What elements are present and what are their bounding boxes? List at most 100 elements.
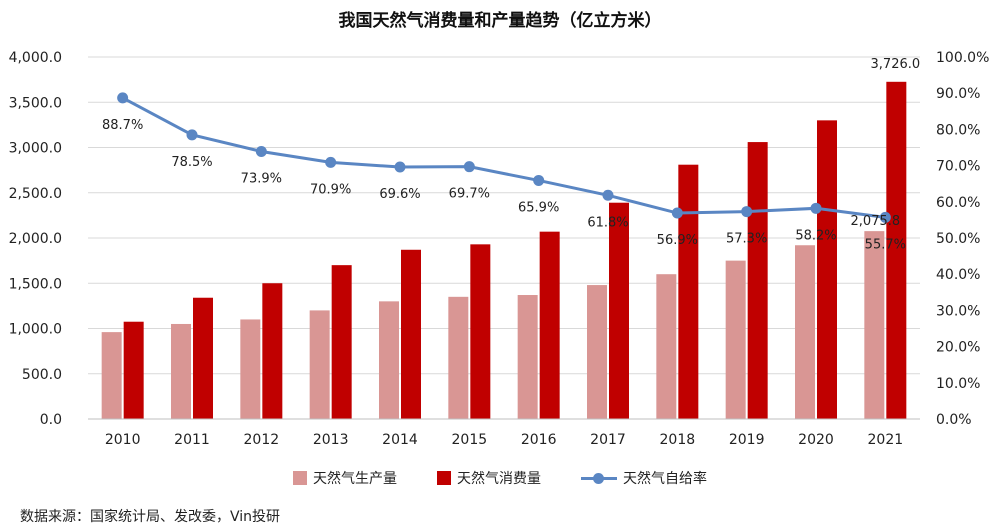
point-self-sufficiency (186, 129, 198, 141)
bar-production (379, 301, 399, 419)
y-right-tick-label: 100.0% (936, 50, 989, 66)
point-self-sufficiency (741, 206, 753, 218)
x-tick-label: 2015 (452, 432, 488, 448)
legend-item-consumption: 天然气消费量 (437, 468, 541, 488)
bar-consumption (817, 120, 837, 419)
bar-consumption (401, 249, 421, 419)
point-self-sufficiency (463, 161, 475, 173)
bar-production (448, 296, 469, 419)
bar-consumption (886, 81, 907, 419)
y-left-tick-label: 0.0 (40, 412, 62, 428)
y-right-tick-label: 0.0% (936, 412, 972, 428)
point-self-sufficiency (533, 174, 545, 186)
legend-label-production: 天然气生产量 (313, 471, 397, 487)
y-left-tick-label: 2,500.0 (9, 186, 62, 202)
y-right-tick-label: 70.0% (936, 159, 980, 175)
y-right-tick-label: 50.0% (936, 231, 980, 247)
x-tick-label: 2012 (244, 432, 280, 448)
y-right-tick-label: 40.0% (936, 267, 980, 283)
y-right-tick-label: 30.0% (936, 303, 980, 319)
bar-consumption (470, 244, 491, 419)
y-left-tick-label: 4,000.0 (9, 50, 62, 66)
point-self-sufficiency (602, 189, 614, 201)
data-label-self-sufficiency: 61.8% (587, 215, 628, 230)
bar-production (101, 332, 122, 419)
x-tick-label: 2021 (868, 432, 904, 448)
y-left-tick-label: 2,000.0 (9, 231, 62, 247)
bars (101, 81, 907, 419)
y-left-tick-label: 3,500.0 (9, 95, 62, 111)
y-left-tick-label: 500.0 (22, 367, 62, 383)
legend-swatch-production (293, 471, 307, 485)
bar-consumption (193, 297, 213, 419)
bar-consumption (678, 164, 699, 419)
y-left-tick-label: 3,000.0 (9, 141, 62, 157)
legend-item-production: 天然气生产量 (293, 468, 397, 488)
chart-title: 我国天然气消费量和产量趋势（亿立方米） (338, 11, 662, 31)
bar-consumption (609, 202, 629, 419)
data-label-self-sufficiency: 65.9% (518, 200, 559, 215)
data-label-self-sufficiency: 56.9% (657, 233, 698, 248)
bar-production (795, 245, 815, 419)
point-self-sufficiency (671, 207, 683, 219)
y-right-tick-label: 90.0% (936, 86, 980, 102)
data-label-consumption: 3,726.0 (871, 57, 921, 72)
data-label-self-sufficiency: 57.3% (726, 232, 767, 247)
line-self-sufficiency (121, 96, 886, 219)
data-label-self-sufficiency: 58.2% (795, 228, 836, 243)
bar-production (309, 310, 330, 419)
data-label-self-sufficiency: 88.7% (102, 118, 143, 133)
legend-swatch-self-sufficiency (581, 471, 617, 485)
bar-consumption (539, 231, 560, 419)
data-label-self-sufficiency: 69.6% (379, 187, 420, 202)
bar-production (725, 260, 746, 419)
y-left-tick-label: 1,500.0 (9, 276, 62, 292)
data-label-self-sufficiency: 69.7% (449, 187, 490, 202)
y-left-tick-label: 1,000.0 (9, 322, 62, 338)
point-self-sufficiency (879, 211, 891, 223)
data-labels: 2,075.8 3,726.0 88.7% 78.5% 73.9% 70.9% 69.6% 6… (102, 57, 920, 253)
bar-consumption (331, 265, 352, 419)
point-self-sufficiency (810, 202, 822, 214)
legend: 天然气生产量 天然气消费量 天然气自给率 (0, 468, 1000, 488)
point-self-sufficiency (325, 156, 337, 168)
gridlines (88, 56, 920, 375)
x-tick-label: 2014 (382, 432, 418, 448)
bar-production (864, 231, 885, 419)
x-tick-label: 2020 (798, 432, 834, 448)
legend-item-self-sufficiency: 天然气自给率 (581, 468, 707, 488)
x-tick-label: 2017 (590, 432, 626, 448)
y-right-tick-label: 60.0% (936, 195, 980, 211)
x-tick-label: 2019 (729, 432, 765, 448)
point-self-sufficiency (394, 161, 406, 173)
bar-production (517, 295, 538, 419)
legend-swatch-consumption (437, 471, 451, 485)
source-note: 数据来源：国家统计局、发改委，Vin投研 (20, 509, 281, 525)
x-tick-label: 2011 (174, 432, 210, 448)
legend-label-consumption: 天然气消费量 (457, 471, 541, 487)
bar-consumption (123, 321, 144, 419)
bar-consumption (747, 142, 768, 419)
legend-label-self-sufficiency: 天然气自给率 (623, 471, 707, 487)
axes: 0.0 500.0 1,000.0 1,500.0 2,000.0 2,500.0 3,00… (9, 50, 990, 448)
data-label-production: 2,075.8 (851, 214, 901, 229)
y-right-tick-label: 80.0% (936, 122, 980, 138)
x-tick-label: 2013 (313, 432, 349, 448)
data-label-self-sufficiency: 73.9% (241, 171, 282, 186)
y-right-tick-label: 10.0% (936, 376, 980, 392)
bar-consumption (262, 283, 283, 419)
data-label-self-sufficiency: 55.7% (865, 237, 906, 252)
bar-production (240, 319, 261, 419)
point-self-sufficiency (117, 92, 129, 104)
bar-production (656, 274, 677, 419)
data-label-self-sufficiency: 78.5% (171, 155, 212, 170)
bar-production (171, 323, 191, 419)
x-tick-label: 2016 (521, 432, 557, 448)
bar-production (587, 285, 607, 419)
x-tick-label: 2010 (105, 432, 141, 448)
self-sufficiency-line (117, 92, 891, 223)
point-self-sufficiency (255, 145, 267, 157)
y-right-tick-label: 20.0% (936, 340, 980, 356)
x-tick-label: 2018 (660, 432, 696, 448)
